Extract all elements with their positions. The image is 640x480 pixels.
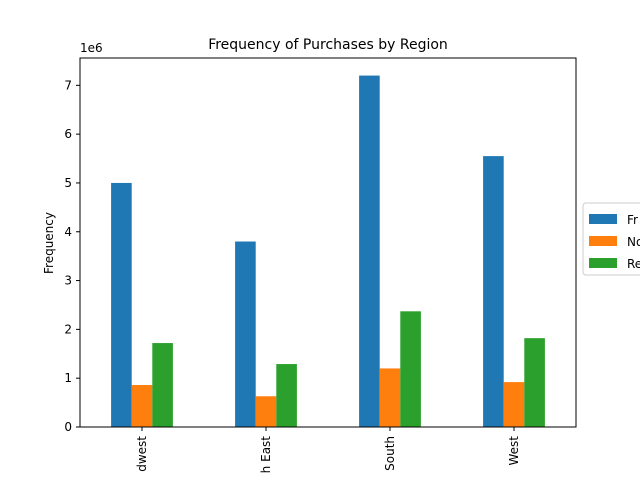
y-axis-label: Frequency	[42, 212, 56, 274]
bar-fr-1	[235, 241, 256, 427]
chart-title: Frequency of Purchases by Region	[208, 37, 448, 53]
legend-swatch-re	[589, 258, 617, 268]
bar-fr-0	[111, 182, 132, 427]
bars-group	[111, 75, 545, 428]
y-tick-label: 2	[64, 322, 72, 336]
bar-no-2	[379, 368, 401, 427]
x-tick-label: West	[507, 436, 521, 466]
legend: Fr No Re	[582, 202, 640, 276]
legend-swatch-fr	[589, 214, 617, 224]
y-tick-label: 6	[64, 127, 72, 141]
y-tick-label: 5	[64, 176, 72, 190]
y-tick-label: 0	[64, 420, 72, 434]
bar-re-2	[400, 311, 421, 427]
legend-swatch-no	[589, 236, 617, 246]
y-axis: 0 1 2 3 4 5 6 7	[64, 78, 80, 434]
bar-re-3	[524, 338, 545, 427]
x-axis: dwest h East South West	[135, 427, 521, 473]
y-axis-offset-label: 1e6	[80, 41, 103, 55]
x-tick-label: h East	[259, 436, 273, 474]
y-tick-label: 3	[64, 274, 72, 288]
bar-no-0	[131, 385, 153, 427]
bar-no-3	[503, 382, 525, 427]
bar-re-1	[276, 364, 297, 427]
x-tick-label: South	[383, 436, 397, 471]
bar-fr-3	[483, 156, 504, 428]
bar-no-1	[255, 396, 277, 427]
bar-re-0	[152, 343, 173, 427]
y-tick-label: 7	[64, 78, 72, 92]
legend-label-re: Re	[627, 257, 640, 271]
legend-label-no: No	[627, 235, 640, 249]
plot-frame	[79, 57, 577, 428]
y-tick-label: 4	[64, 225, 72, 239]
y-tick-label: 1	[64, 371, 72, 385]
legend-label-fr: Fr	[627, 213, 638, 227]
bar-fr-2	[359, 75, 380, 427]
x-tick-label: dwest	[135, 436, 149, 472]
